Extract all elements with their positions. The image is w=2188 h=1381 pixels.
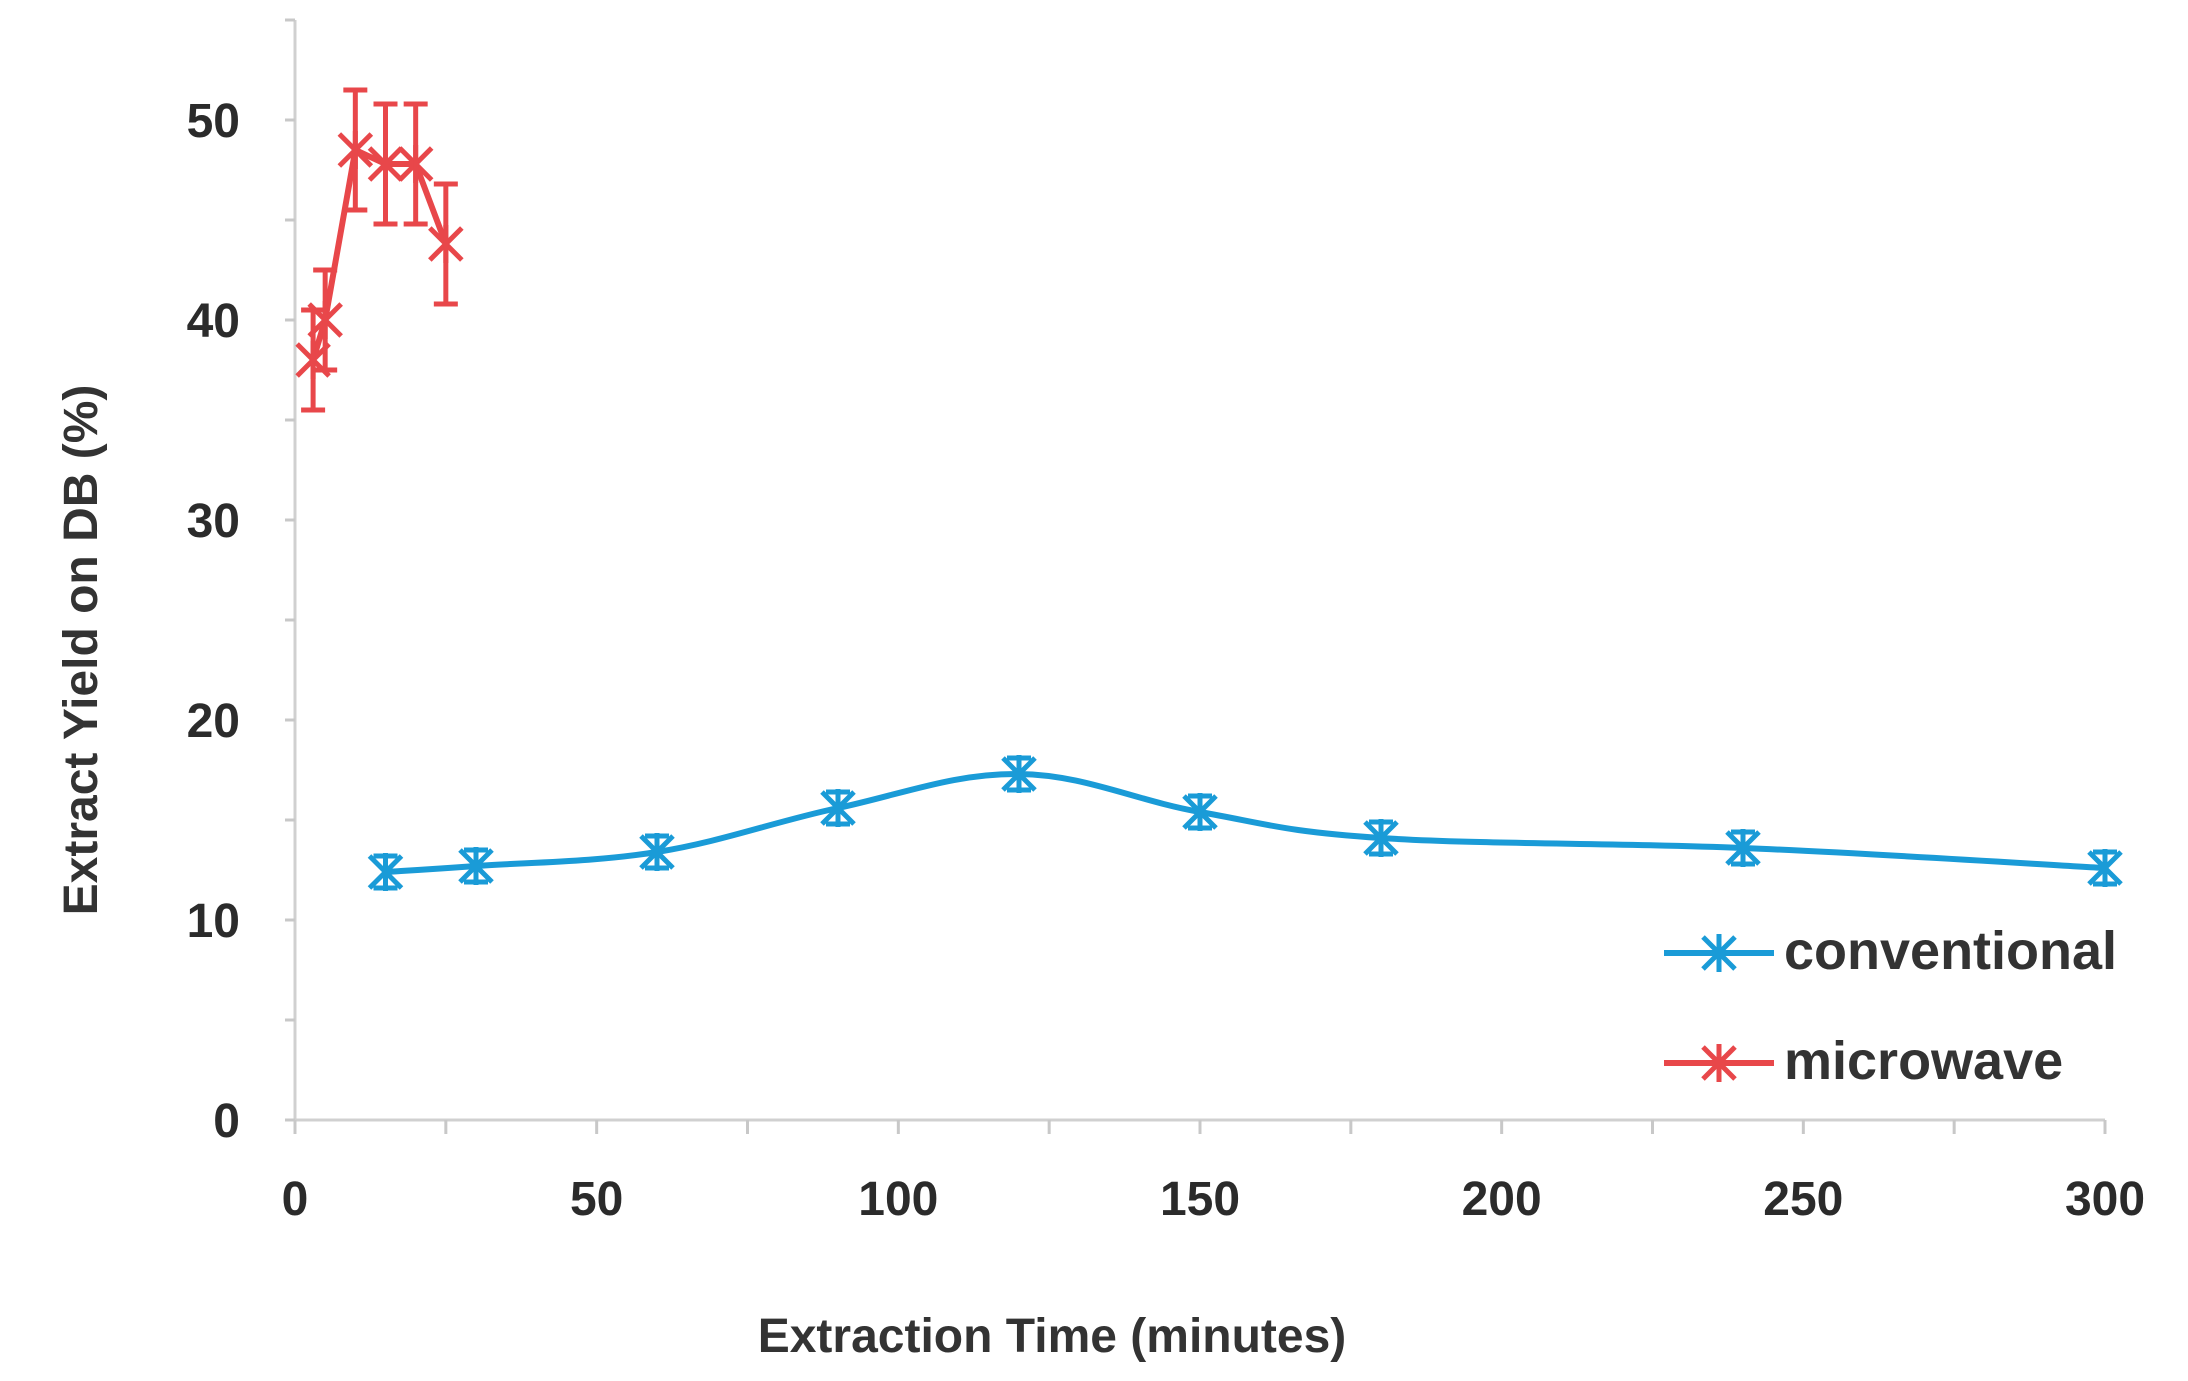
data-point-conventional xyxy=(820,789,856,827)
legend: conventional microwave xyxy=(1664,921,2117,1091)
data-point-conventional xyxy=(1001,755,1037,793)
x-tick-label: 100 xyxy=(858,1173,938,1226)
data-point-microwave xyxy=(397,145,434,183)
y-axis-ticks: 0 10 20 30 40 50 xyxy=(187,18,295,1148)
y-tick-label: 30 xyxy=(187,495,240,548)
legend-label-microwave: microwave xyxy=(1784,1031,2063,1091)
x-tick-label: 250 xyxy=(1763,1173,1843,1226)
legend-marker-conventional xyxy=(1701,934,1737,972)
data-point-microwave xyxy=(428,225,464,263)
series-layer xyxy=(295,87,2123,891)
y-tick-label: 20 xyxy=(187,695,240,748)
data-point-conventional xyxy=(1182,793,1218,831)
legend-item-conventional: conventional xyxy=(1664,921,2117,981)
data-point-microwave xyxy=(307,301,343,339)
series-line-conventional xyxy=(385,770,2106,875)
x-tick-label: 200 xyxy=(1462,1173,1542,1226)
data-point-conventional xyxy=(1363,819,1399,857)
legend-item-microwave: microwave xyxy=(1664,1031,2063,1091)
y-axis-title: Extract Yield on DB (%) xyxy=(55,385,108,916)
legend-marker-microwave xyxy=(1701,1044,1737,1082)
data-point-microwave xyxy=(337,131,374,169)
y-tick-label: 40 xyxy=(187,295,240,348)
data-point-conventional xyxy=(367,853,404,891)
data-point-microwave xyxy=(367,145,404,183)
x-tick-label: 50 xyxy=(570,1173,623,1226)
data-point-conventional xyxy=(458,847,494,885)
x-axis-title: Extraction Time (minutes) xyxy=(758,1310,1347,1363)
legend-label-conventional: conventional xyxy=(1784,921,2117,981)
legend-swatch-microwave xyxy=(1664,1044,1774,1082)
x-tick-label: 0 xyxy=(282,1173,309,1226)
legend-swatch-conventional xyxy=(1664,934,1774,972)
y-tick-label: 50 xyxy=(187,95,240,148)
data-point-conventional xyxy=(639,833,675,871)
data-point-conventional xyxy=(1725,829,1761,867)
x-axis-ticks: 0 50 100 150 200 250 300 xyxy=(282,1120,2145,1226)
data-point-conventional xyxy=(2087,849,2123,887)
y-tick-label: 10 xyxy=(187,895,240,948)
y-tick-label: 0 xyxy=(213,1095,240,1148)
x-tick-label: 150 xyxy=(1160,1173,1240,1226)
x-tick-label: 300 xyxy=(2065,1173,2145,1226)
series-conventional xyxy=(367,755,2123,891)
series-microwave xyxy=(295,87,464,413)
